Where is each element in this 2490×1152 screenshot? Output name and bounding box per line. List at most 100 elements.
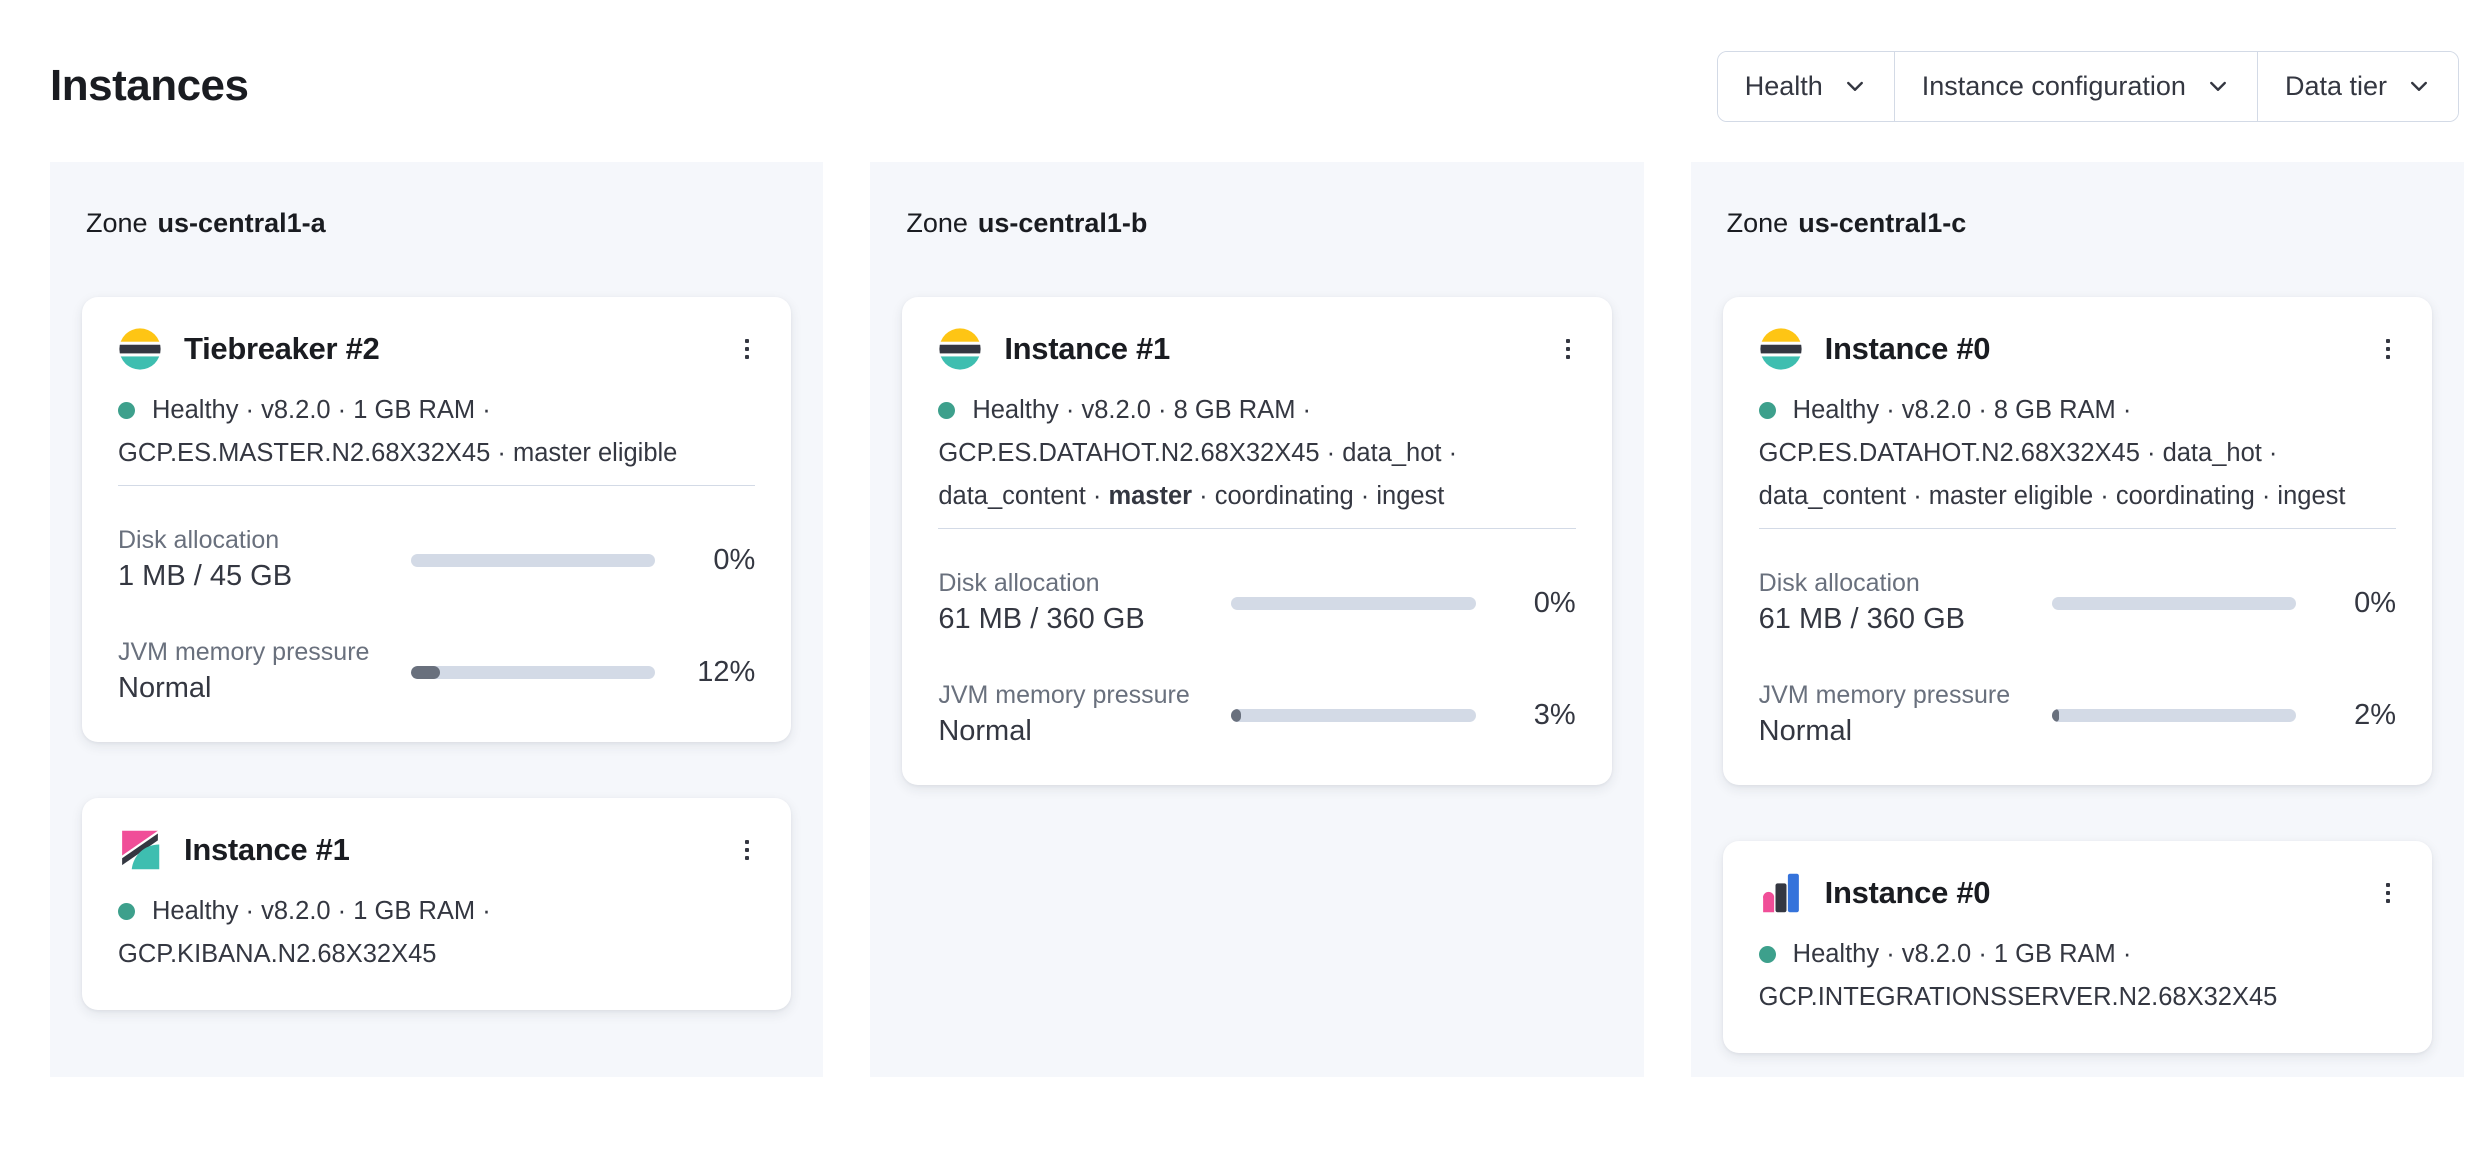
divider: [118, 485, 756, 486]
status-line: GCP.ES.DATAHOT.N2.68X32X45 · data_hot ·: [1758, 439, 2278, 467]
instance-status: Healthy · v8.2.0 · 8 GB RAM · GCP.ES.DAT…: [1758, 389, 2396, 518]
page-header: Instances Health Instance configuration …: [50, 50, 2459, 122]
metric-percent: 0%: [713, 543, 756, 576]
metric-label: JVM memory pressure: [1758, 681, 2011, 709]
progress-bar: [411, 553, 656, 567]
status-line: Healthy · v8.2.0 · 1 GB RAM ·: [152, 396, 491, 424]
filter-instance-configuration-button[interactable]: Instance configuration: [1893, 51, 2257, 121]
zone-label-prefix: Zone: [906, 208, 968, 238]
metric-value: Normal: [1758, 715, 1853, 747]
divider: [938, 528, 1576, 529]
metric-value: 61 MB / 360 GB: [1758, 603, 1965, 635]
zone-panel-us-central1-c: Zone us-central1-c Instance: [1690, 162, 2464, 1077]
zone-name: us-central1-b: [977, 208, 1148, 238]
status-line: data_content · master · coordinating · i…: [938, 482, 1445, 510]
progress-bar: [1231, 708, 1476, 722]
instance-status: Healthy · v8.2.0 · 1 GB RAM · GCP.INTEGR…: [1758, 933, 2396, 1019]
card-menu-button[interactable]: [2380, 335, 2396, 363]
zone-cards: Tiebreaker #2 Healthy · v8.2.0 · 1 GB RA…: [82, 297, 792, 1010]
zone-label: Zone us-central1-c: [1727, 208, 2432, 239]
zone-label-prefix: Zone: [86, 208, 148, 238]
metric-percent: 0%: [1533, 586, 1576, 619]
filter-data-tier-label: Data tier: [2284, 70, 2387, 101]
disk-allocation-metric: Disk allocation 1 MB / 45 GB 0%: [118, 524, 755, 596]
integrations-server-icon: [1759, 871, 1803, 915]
instance-title: Instance #0: [1824, 875, 1991, 910]
filter-health-button[interactable]: Health: [1717, 51, 1894, 121]
card-header: Instance #0: [1759, 871, 2396, 915]
progress-bar: [2051, 708, 2296, 722]
zone-label-prefix: Zone: [1726, 208, 1789, 238]
disk-allocation-metric: Disk allocation 61 MB / 360 GB 0%: [1759, 567, 2396, 639]
progress-bar: [411, 665, 656, 679]
instance-title: Instance #0: [1824, 331, 1991, 366]
status-line: GCP.INTEGRATIONSSERVER.N2.68X32X45: [1758, 983, 2278, 1011]
progress-bar: [2051, 596, 2296, 610]
instance-card-kibana-1: Instance #1 Healthy · v8.2.0 · 1 GB RAM …: [82, 798, 792, 1010]
instance-status: Healthy · v8.2.0 · 1 GB RAM · GCP.ES.MAS…: [118, 389, 755, 475]
progress-bar: [1231, 596, 1476, 610]
metric-value: 1 MB / 45 GB: [118, 560, 293, 592]
instance-status: Healthy · v8.2.0 · 8 GB RAM · GCP.ES.DAT…: [938, 389, 1575, 518]
status-line: GCP.ES.DATAHOT.N2.68X32X45 · data_hot ·: [938, 439, 1458, 467]
metric-label: Disk allocation: [938, 569, 1100, 597]
card-header: Instance #0: [1759, 327, 2396, 371]
zone-cards: Instance #1 Healthy · v8.2.0 · 8 GB RAM …: [902, 297, 1612, 785]
status-line: GCP.KIBANA.N2.68X32X45: [118, 940, 437, 968]
metric-label: JVM memory pressure: [118, 638, 370, 666]
boxes-vertical-icon: [2385, 883, 2390, 903]
metric-label: Disk allocation: [118, 526, 280, 554]
health-dot-icon: [118, 903, 135, 920]
instance-title: Instance #1: [184, 832, 350, 867]
metric-percent: 12%: [697, 655, 756, 688]
status-line: Healthy · v8.2.0 · 8 GB RAM ·: [1792, 396, 2132, 424]
instance-status: Healthy · v8.2.0 · 1 GB RAM · GCP.KIBANA…: [118, 890, 755, 976]
kibana-icon: [118, 828, 162, 872]
elasticsearch-icon: [938, 327, 982, 371]
chevron-down-icon: [1846, 81, 1863, 91]
metric-value: Normal: [938, 715, 1032, 747]
health-dot-icon: [1758, 946, 1776, 963]
card-header: Instance #1: [938, 327, 1575, 371]
filter-group: Health Instance configuration Data tier: [1716, 50, 2459, 122]
instance-card-es-0: Instance #0 Healthy · v8.2.0 · 8 GB RAM …: [1722, 297, 2432, 785]
elasticsearch-icon: [118, 327, 162, 371]
zone-panel-us-central1-b: Zone us-central1-b Instance: [870, 162, 1644, 1077]
health-dot-icon: [1758, 402, 1776, 419]
metric-label: Disk allocation: [1758, 569, 1920, 597]
health-dot-icon: [938, 402, 956, 419]
instance-title: Tiebreaker #2: [184, 331, 380, 366]
filter-data-tier-button[interactable]: Data tier: [2256, 51, 2458, 121]
metric-percent: 0%: [2354, 586, 2396, 619]
card-menu-button[interactable]: [739, 335, 755, 363]
page-title: Instances: [50, 61, 249, 110]
instance-card-es-1: Instance #1 Healthy · v8.2.0 · 8 GB RAM …: [902, 297, 1612, 785]
zone-panel-us-central1-a: Zone us-central1-a: [50, 162, 824, 1077]
metric-value: 61 MB / 360 GB: [938, 603, 1145, 635]
jvm-memory-pressure-metric: JVM memory pressure Normal 2%: [1759, 679, 2396, 751]
card-menu-button[interactable]: [2380, 879, 2396, 907]
status-line: data_content · master eligible · coordin…: [1758, 482, 2346, 510]
instance-title: Instance #1: [1004, 331, 1170, 366]
filter-health-label: Health: [1744, 70, 1823, 101]
disk-allocation-metric: Disk allocation 61 MB / 360 GB 0%: [938, 567, 1575, 639]
boxes-vertical-icon: [1565, 339, 1570, 359]
metric-percent: 2%: [2354, 698, 2396, 731]
status-line: Healthy · v8.2.0 · 1 GB RAM ·: [1792, 940, 2132, 968]
instance-card-tiebreaker-2: Tiebreaker #2 Healthy · v8.2.0 · 1 GB RA…: [82, 297, 792, 742]
elasticsearch-icon: [1759, 327, 1803, 371]
metric-label: JVM memory pressure: [938, 681, 1190, 709]
zone-label: Zone us-central1-a: [86, 208, 791, 239]
boxes-vertical-icon: [2385, 339, 2390, 359]
zone-label: Zone us-central1-b: [906, 208, 1611, 239]
instance-card-integrations-server-0: Instance #0 Healthy · v8.2.0 · 1 GB RAM …: [1722, 841, 2432, 1053]
chevron-down-icon: [2411, 81, 2427, 91]
filter-instance-configuration-label: Instance configuration: [1921, 70, 2186, 101]
card-menu-button[interactable]: [1560, 335, 1576, 363]
card-menu-button[interactable]: [739, 836, 755, 864]
card-header: Instance #1: [118, 828, 755, 872]
metric-percent: 3%: [1533, 698, 1576, 731]
zones-row: Zone us-central1-a: [50, 162, 2464, 1077]
zone-cards: Instance #0 Healthy · v8.2.0 · 8 GB RAM …: [1722, 297, 2432, 1053]
status-line: Healthy · v8.2.0 · 1 GB RAM ·: [152, 897, 491, 925]
